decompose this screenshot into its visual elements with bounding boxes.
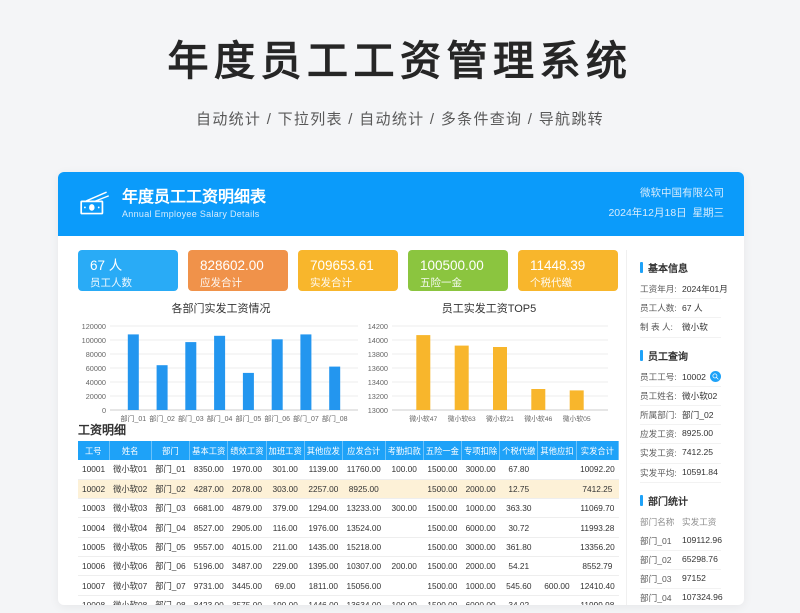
svg-text:120000: 120000 — [82, 322, 106, 331]
svg-text:14200: 14200 — [368, 322, 388, 331]
svg-text:20000: 20000 — [86, 392, 106, 401]
svg-text:13800: 13800 — [368, 350, 388, 359]
svg-text:40000: 40000 — [86, 378, 106, 387]
svg-text:13200: 13200 — [368, 392, 388, 401]
svg-text:14000: 14000 — [368, 336, 388, 345]
svg-text:13400: 13400 — [368, 378, 388, 387]
svg-text:0: 0 — [102, 406, 106, 415]
svg-text:60000: 60000 — [86, 364, 106, 373]
svg-text:13600: 13600 — [368, 364, 388, 373]
svg-text:100000: 100000 — [82, 336, 106, 345]
svg-text:13000: 13000 — [368, 406, 388, 415]
svg-text:80000: 80000 — [86, 350, 106, 359]
